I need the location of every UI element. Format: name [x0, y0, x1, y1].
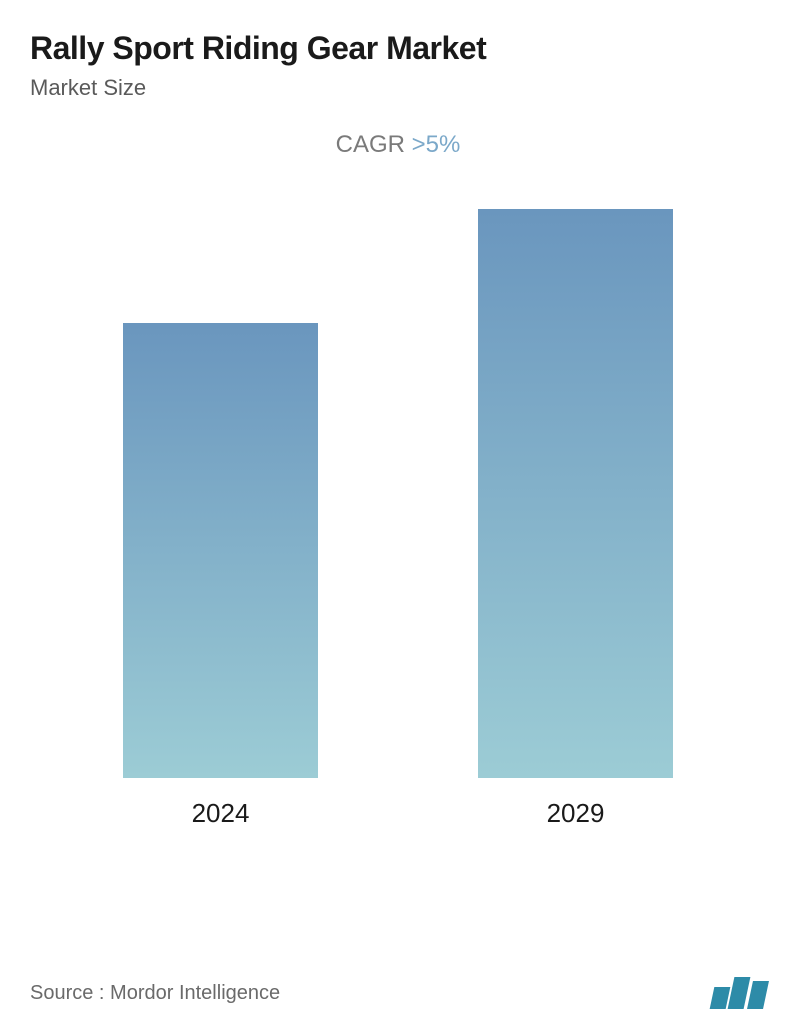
bar-group-2029: 2029: [478, 209, 673, 829]
bar-group-2024: 2024: [123, 209, 318, 829]
bar-label-2029: 2029: [547, 798, 605, 829]
logo-bar-icon: [747, 981, 769, 1009]
bar-2024: [123, 323, 318, 778]
cagr-label: CAGR: [336, 131, 412, 158]
bar-chart: 2024 2029: [30, 209, 766, 889]
cagr-value: >5%: [412, 131, 461, 158]
bar-2029: [478, 209, 673, 778]
cagr-container: CAGR >5%: [30, 131, 766, 159]
bar-label-2024: 2024: [192, 798, 250, 829]
chart-footer: Source : Mordor Intelligence: [30, 977, 766, 1009]
chart-title: Rally Sport Riding Gear Market: [30, 30, 766, 67]
source-attribution: Source : Mordor Intelligence: [30, 982, 280, 1005]
mordor-logo-icon: [712, 977, 766, 1009]
chart-subtitle: Market Size: [30, 75, 766, 101]
